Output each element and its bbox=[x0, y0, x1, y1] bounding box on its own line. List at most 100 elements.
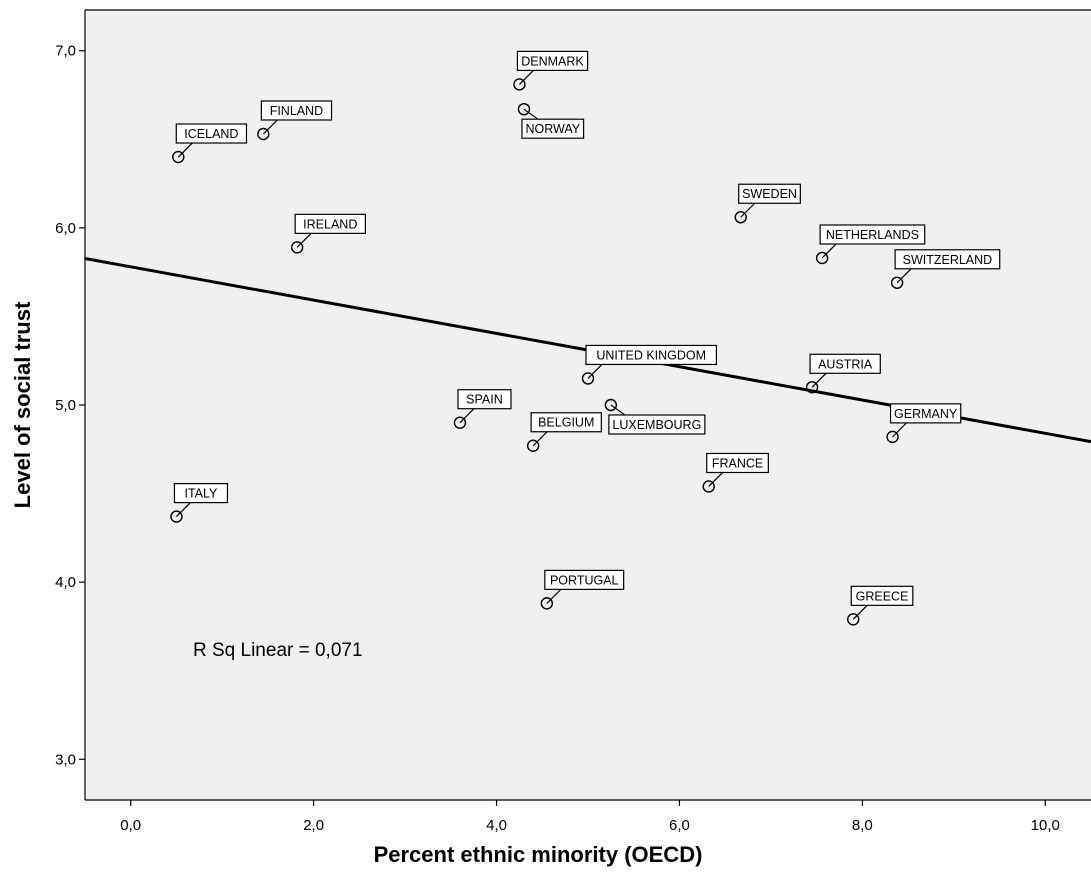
point-label: NORWAY bbox=[525, 122, 580, 136]
data-point-group: GREECE bbox=[847, 585, 914, 626]
point-label: AUSTRIA bbox=[818, 357, 873, 371]
data-point-group: GERMANY bbox=[886, 403, 962, 444]
data-point-group: DENMARK bbox=[513, 50, 589, 91]
point-label-box bbox=[850, 585, 914, 606]
label-leader-line bbox=[852, 604, 868, 620]
point-label-box bbox=[260, 100, 333, 121]
label-leader-line bbox=[610, 404, 626, 416]
y-tick-label: 6,0 bbox=[55, 220, 76, 237]
data-point-group: ITALY bbox=[170, 482, 229, 523]
label-leader-line bbox=[587, 364, 603, 379]
label-leader-line bbox=[740, 202, 756, 218]
point-label-box bbox=[585, 344, 717, 366]
point-label-box bbox=[894, 249, 1001, 270]
label-leader-line bbox=[296, 232, 312, 248]
point-label: FRANCE bbox=[712, 456, 763, 470]
data-point-group: SWITZERLAND bbox=[890, 249, 1001, 289]
r-squared-annotation: R Sq Linear = 0,071 bbox=[193, 640, 363, 661]
data-point-marker bbox=[290, 241, 304, 254]
point-label-box bbox=[819, 224, 926, 245]
x-tick-label: 6,0 bbox=[669, 817, 690, 834]
data-point-marker bbox=[540, 597, 554, 610]
point-label: NETHERLANDS bbox=[826, 228, 919, 242]
point-label-box bbox=[608, 414, 706, 435]
x-tick-label: 2,0 bbox=[303, 817, 324, 834]
axes-layer: 0,0 2,0 4,0 6,0 8,0 10,0 3,0 4,0 5,0 6,0 7,0 bbox=[55, 9, 1091, 834]
data-point-marker bbox=[517, 102, 531, 116]
data-point-marker bbox=[513, 78, 526, 91]
point-label-box bbox=[530, 412, 602, 433]
point-label: LUXEMBOURG bbox=[612, 418, 701, 432]
point-label-box bbox=[738, 183, 801, 204]
y-tick-label: 5,0 bbox=[55, 397, 76, 414]
point-label: IRELAND bbox=[303, 217, 357, 231]
y-axis-title: Level of social trust bbox=[10, 301, 35, 508]
label-leader-line bbox=[176, 502, 191, 518]
data-point-group: SPAIN bbox=[453, 389, 512, 429]
data-point-group: NETHERLANDS bbox=[815, 224, 926, 265]
data-point-group: LUXEMBOURG bbox=[604, 398, 706, 435]
data-point-group: ICELAND bbox=[172, 123, 248, 164]
data-point-marker bbox=[453, 416, 467, 429]
point-label: SWEDEN bbox=[742, 187, 797, 201]
data-point-marker bbox=[886, 430, 899, 444]
data-point-marker bbox=[257, 127, 270, 141]
point-label-box bbox=[294, 213, 366, 234]
data-point-group: IRELAND bbox=[290, 213, 366, 254]
label-leader-line bbox=[896, 268, 912, 284]
label-leader-line bbox=[459, 408, 475, 424]
data-points-layer: DENMARK NORWAY FINLAND ICELAND IRELAND SWEDEN… bbox=[170, 50, 1001, 626]
data-point-marker bbox=[805, 381, 819, 394]
label-leader-line bbox=[546, 588, 562, 604]
y-tick-label: 3,0 bbox=[55, 751, 76, 768]
point-label: GERMANY bbox=[894, 407, 958, 421]
data-point-marker bbox=[581, 372, 595, 385]
label-leader-line bbox=[177, 142, 193, 158]
point-label-box bbox=[544, 569, 625, 590]
point-label: DENMARK bbox=[521, 54, 584, 68]
point-label-box bbox=[457, 389, 512, 410]
data-point-marker bbox=[890, 276, 904, 289]
point-label: UNITED KINGDOM bbox=[596, 348, 706, 362]
data-point-marker bbox=[734, 211, 747, 224]
point-label: PORTUGAL bbox=[550, 573, 619, 587]
label-leader-line bbox=[892, 422, 907, 438]
point-label: FINLAND bbox=[270, 104, 323, 118]
label-leader-line bbox=[262, 119, 278, 135]
data-point-marker bbox=[526, 439, 540, 452]
data-point-group: AUSTRIA bbox=[805, 353, 881, 394]
data-point-marker bbox=[604, 398, 618, 412]
label-leader-line bbox=[821, 243, 837, 259]
point-label-box bbox=[521, 118, 585, 139]
point-label: SPAIN bbox=[466, 393, 503, 407]
point-label-box bbox=[175, 123, 248, 144]
label-leader-line bbox=[532, 431, 548, 447]
label-leader-line bbox=[708, 472, 724, 487]
data-point-group: BELGIUM bbox=[526, 412, 602, 452]
point-label-box bbox=[516, 50, 589, 71]
data-point-marker bbox=[170, 510, 183, 523]
point-label-box bbox=[809, 353, 881, 374]
x-axis-title: Percent ethnic minority (OECD) bbox=[374, 842, 703, 867]
x-tick-label: 8,0 bbox=[852, 817, 873, 834]
x-tick-label: 10,0 bbox=[1031, 817, 1060, 834]
data-point-group: UNITED KINGDOM bbox=[581, 344, 717, 385]
data-point-group: SWEDEN bbox=[734, 183, 801, 224]
label-leader-line bbox=[518, 69, 534, 85]
data-point-group: PORTUGAL bbox=[540, 569, 625, 610]
data-point-group: FINLAND bbox=[257, 100, 333, 141]
point-label: GREECE bbox=[856, 589, 909, 603]
point-label-box bbox=[706, 452, 769, 474]
label-leader-line bbox=[523, 108, 539, 120]
point-label-box bbox=[889, 403, 962, 424]
point-label: ITALY bbox=[185, 487, 219, 501]
point-label: ICELAND bbox=[184, 127, 238, 141]
point-label: BELGIUM bbox=[538, 416, 594, 430]
data-point-marker bbox=[172, 150, 185, 164]
y-tick-label: 7,0 bbox=[55, 43, 76, 60]
x-tick-label: 4,0 bbox=[486, 817, 507, 834]
y-tick-label: 4,0 bbox=[55, 574, 76, 591]
data-point-marker bbox=[847, 613, 860, 626]
label-leader-line bbox=[811, 372, 827, 388]
